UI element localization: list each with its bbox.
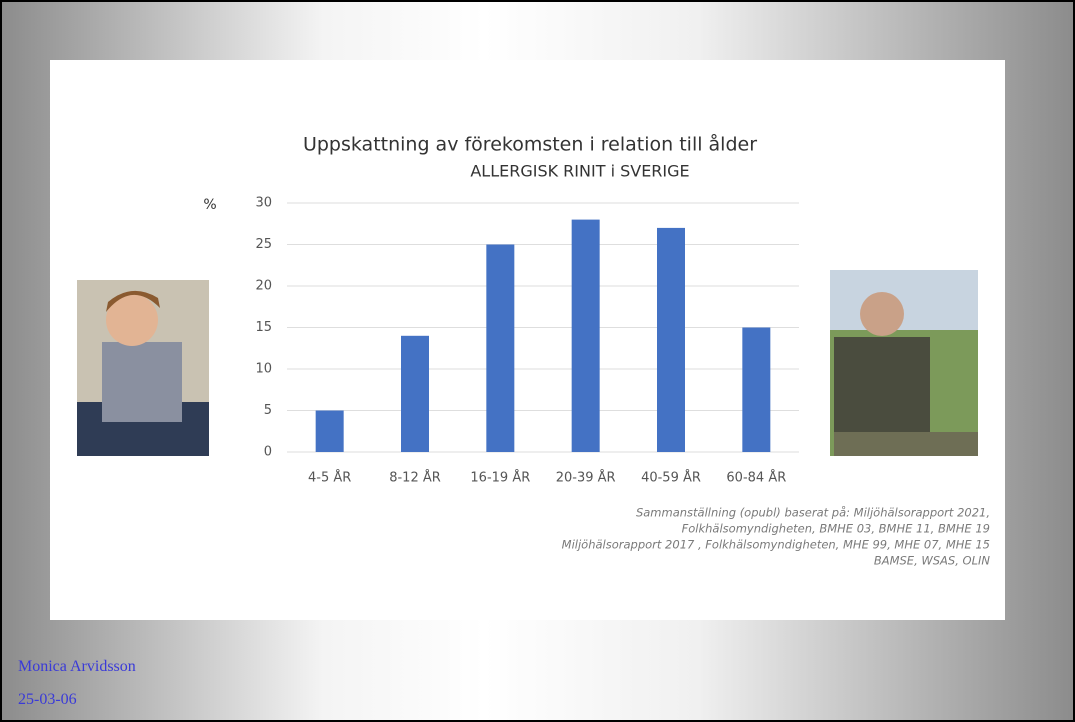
chart-subtitle: ALLERGISK RINIT i SVERIGE — [470, 162, 689, 181]
x-tick-label: 8-12 ÅR — [389, 470, 441, 486]
x-tick-label: 40-59 ÅR — [641, 470, 701, 486]
source-note: BAMSE, WSAS, OLIN — [874, 554, 991, 568]
x-tick-label: 20-39 ÅR — [556, 470, 616, 486]
x-tick-label: 4-5 ÅR — [308, 470, 351, 486]
bar — [742, 328, 770, 453]
footer-author: Monica Arvidsson — [18, 658, 136, 676]
bar — [657, 228, 685, 452]
y-tick-label: 10 — [255, 362, 272, 377]
footer-date: 25-03-06 — [18, 691, 77, 709]
y-tick-label: 20 — [255, 279, 272, 294]
y-axis-label: % — [203, 197, 216, 213]
bar — [572, 220, 600, 452]
bar — [486, 245, 514, 453]
y-tick-label: 25 — [255, 237, 272, 252]
y-tick-label: 0 — [264, 445, 272, 460]
y-tick-label: 30 — [255, 196, 272, 211]
bar — [316, 411, 344, 453]
y-tick-label: 15 — [255, 320, 272, 335]
bar — [401, 336, 429, 452]
chart: Uppskattning av förekomsten i relation t… — [2, 2, 1073, 720]
x-tick-label: 16-19 ÅR — [470, 470, 530, 486]
photo-child — [77, 280, 209, 456]
source-note: Folkhälsomyndigheten, BMHE 03, BMHE 11, … — [682, 522, 990, 536]
source-note: Miljöhälsorapport 2017 , Folkhälsomyndig… — [562, 538, 990, 552]
slide: Uppskattning av förekomsten i relation t… — [0, 0, 1075, 722]
photo-elderly — [830, 270, 978, 456]
y-tick-label: 5 — [264, 403, 272, 418]
x-tick-label: 60-84 ÅR — [726, 470, 786, 486]
source-note: Sammanställning (opubl) baserat på: Milj… — [636, 506, 990, 520]
chart-title: Uppskattning av förekomsten i relation t… — [303, 133, 757, 156]
